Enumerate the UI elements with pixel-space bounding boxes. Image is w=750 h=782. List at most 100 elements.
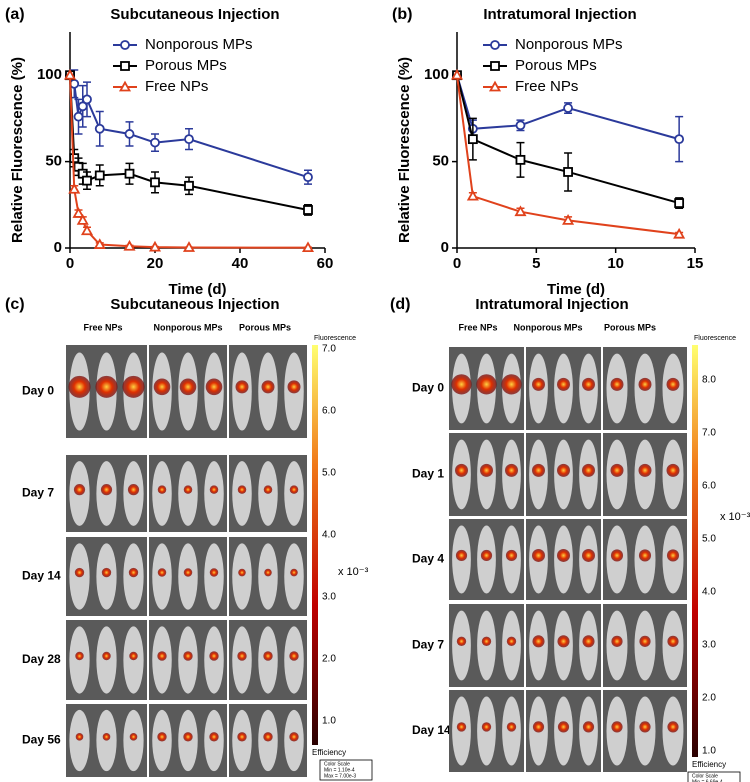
signal — [582, 721, 595, 733]
signal — [666, 377, 680, 391]
marker — [674, 134, 685, 145]
signal — [610, 377, 624, 391]
column-label: Nonporous MPs — [154, 322, 223, 332]
chart-title: Intratumoral Injection — [483, 6, 636, 23]
marker — [82, 175, 92, 186]
panel-title: Subcutaneous Injection — [110, 296, 279, 313]
colorbar-tick-label: 3.0 — [322, 592, 336, 603]
marker — [124, 168, 135, 179]
colorbar-tick-label: 7.0 — [322, 344, 336, 355]
signal — [557, 377, 570, 391]
column-label: Porous MPs — [604, 322, 656, 332]
marker — [94, 123, 105, 134]
signal — [74, 567, 85, 578]
signal — [456, 722, 467, 732]
signal — [289, 651, 299, 661]
signal — [157, 651, 167, 661]
colorbar-footer: Efficiency — [692, 760, 726, 769]
signal — [153, 378, 171, 396]
column-label: Nonporous MPs — [514, 322, 583, 332]
signal — [102, 651, 111, 661]
legend-label: Porous MPs — [145, 57, 227, 74]
signal — [506, 636, 517, 647]
signal — [183, 568, 193, 577]
signal — [557, 635, 570, 648]
signal — [263, 732, 273, 742]
x-tick-label: 5 — [532, 255, 540, 272]
marker — [673, 227, 686, 239]
panel-label: (c) — [5, 296, 25, 313]
colorbar-title: Fluorescence — [314, 335, 356, 342]
signal — [129, 651, 138, 661]
signal — [237, 485, 247, 494]
marker — [72, 207, 85, 218]
scale-box-text: Color Scale — [692, 773, 718, 779]
signal — [209, 651, 219, 661]
marker — [76, 214, 89, 225]
marker — [80, 224, 94, 236]
marker — [124, 129, 135, 139]
colorbar-tick-label: 3.0 — [702, 640, 716, 651]
signal — [557, 463, 570, 477]
signal — [532, 721, 545, 733]
row-label: Day 7 — [412, 638, 444, 652]
signal — [638, 377, 652, 391]
signal — [582, 548, 595, 562]
signal — [157, 732, 167, 742]
signal — [667, 721, 679, 733]
y-tick-label: 50 — [45, 153, 62, 170]
scale-box-text: Max = 7.00e-3 — [324, 773, 356, 779]
signal — [209, 485, 219, 494]
colorbar — [692, 345, 698, 757]
signal — [456, 636, 467, 647]
signal — [263, 651, 273, 661]
marker — [148, 240, 162, 252]
signal — [68, 375, 91, 398]
colorbar-tick-label: 6.0 — [322, 406, 336, 417]
signal — [95, 375, 118, 398]
signal — [129, 733, 138, 741]
signal — [263, 485, 273, 494]
colorbar-tick-label: 5.0 — [702, 534, 716, 545]
mouse — [232, 543, 252, 610]
signal — [582, 463, 595, 477]
marker — [118, 80, 132, 92]
signal — [582, 635, 595, 648]
signal — [451, 374, 472, 395]
legend-label: Nonporous MPs — [145, 36, 253, 53]
y-tick-label: 0 — [441, 239, 449, 256]
panel-label: (a) — [5, 6, 25, 23]
signal — [638, 549, 652, 562]
signal — [480, 463, 493, 477]
marker — [68, 182, 81, 194]
marker — [182, 241, 196, 252]
signal — [557, 548, 570, 562]
marker — [73, 111, 84, 122]
signal — [209, 732, 219, 742]
signal — [506, 722, 517, 732]
row-label: Day 28 — [22, 652, 61, 666]
y-tick-label: 100 — [37, 66, 62, 83]
row-label: Day 7 — [22, 486, 54, 500]
colorbar-tick-label: 5.0 — [322, 468, 336, 479]
x-tick-label: 0 — [453, 255, 461, 272]
signal — [455, 549, 468, 562]
colorbar-footer: Efficiency — [312, 748, 346, 757]
legend-label: Porous MPs — [515, 57, 597, 74]
x-tick-label: 15 — [687, 255, 704, 272]
signal — [100, 484, 113, 496]
colorbar-unit: x 10⁻³ — [720, 511, 750, 523]
signal — [289, 732, 299, 742]
signal — [481, 722, 492, 732]
marker — [303, 205, 313, 215]
y-tick-label: 50 — [432, 153, 449, 170]
signal — [289, 485, 299, 494]
panel-label: (b) — [392, 6, 412, 23]
signal — [235, 380, 249, 394]
colorbar — [312, 345, 318, 745]
colorbar-tick-label: 7.0 — [702, 428, 716, 439]
marker — [490, 61, 500, 71]
marker — [515, 154, 526, 165]
marker — [63, 68, 77, 80]
signal — [638, 463, 652, 477]
